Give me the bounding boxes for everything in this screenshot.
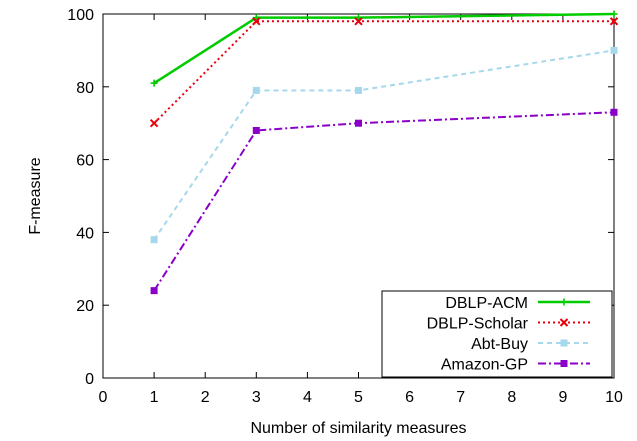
data-point (355, 86, 362, 94)
data-point (355, 119, 362, 127)
legend-item: DBLP-ACM (445, 295, 590, 312)
legend-marker (559, 318, 569, 327)
legend-item: Abt-Buy (471, 336, 590, 353)
x-tick-label: 1 (150, 389, 159, 406)
legend-label: DBLP-Scholar (427, 316, 529, 333)
legend-label: Amazon-GP (441, 357, 528, 374)
series-layer (149, 10, 619, 295)
data-point (150, 236, 158, 244)
data-point (252, 86, 260, 94)
x-tick-label: 9 (558, 389, 567, 406)
y-tick-label: 80 (76, 80, 94, 97)
x-tick-label: 0 (99, 389, 108, 406)
y-axis-label: F-measure (27, 157, 44, 234)
data-point (150, 287, 158, 295)
series-amazon-gp (150, 108, 618, 295)
x-tick-label: 6 (405, 389, 414, 406)
series-line (153, 20, 614, 124)
series-abt-buy (150, 46, 618, 244)
data-point (609, 17, 619, 26)
data-point (610, 10, 618, 18)
series-line (153, 49, 615, 241)
legend-item: Amazon-GP (441, 357, 590, 374)
data-point (252, 17, 261, 26)
y-tick-label: 60 (76, 153, 94, 170)
x-tick-label: 4 (303, 389, 312, 406)
x-tick-label: 2 (201, 389, 210, 406)
data-point (354, 17, 363, 26)
x-tick-label: 5 (354, 389, 363, 406)
x-tick-label: 10 (605, 389, 623, 406)
y-tick-label: 0 (85, 371, 94, 388)
x-tick-label: 3 (252, 389, 261, 406)
series-line (153, 111, 615, 292)
series-dblp-scholar (149, 17, 619, 128)
x-axis-label: Number of similarity measures (250, 420, 466, 437)
y-tick-label: 20 (76, 298, 94, 315)
data-point (252, 126, 260, 134)
legend-marker (560, 339, 568, 347)
legend-label: Abt-Buy (471, 336, 528, 353)
legend-item: DBLP-Scholar (427, 316, 590, 333)
legend-marker (560, 360, 568, 367)
legend-label: DBLP-ACM (445, 295, 528, 312)
legend: DBLP-ACM DBLP-Scholar Abt-Buy Amazon-GP (381, 290, 613, 378)
x-tick-label: 8 (507, 389, 516, 406)
legend-marker (560, 298, 568, 306)
data-point (610, 108, 618, 116)
y-tick-label: 100 (67, 7, 94, 24)
series-line (153, 12, 615, 85)
x-tick-label: 7 (456, 389, 465, 406)
data-point (610, 46, 618, 54)
data-point (149, 118, 159, 128)
data-point (150, 79, 158, 87)
y-tick-label: 40 (76, 225, 94, 242)
